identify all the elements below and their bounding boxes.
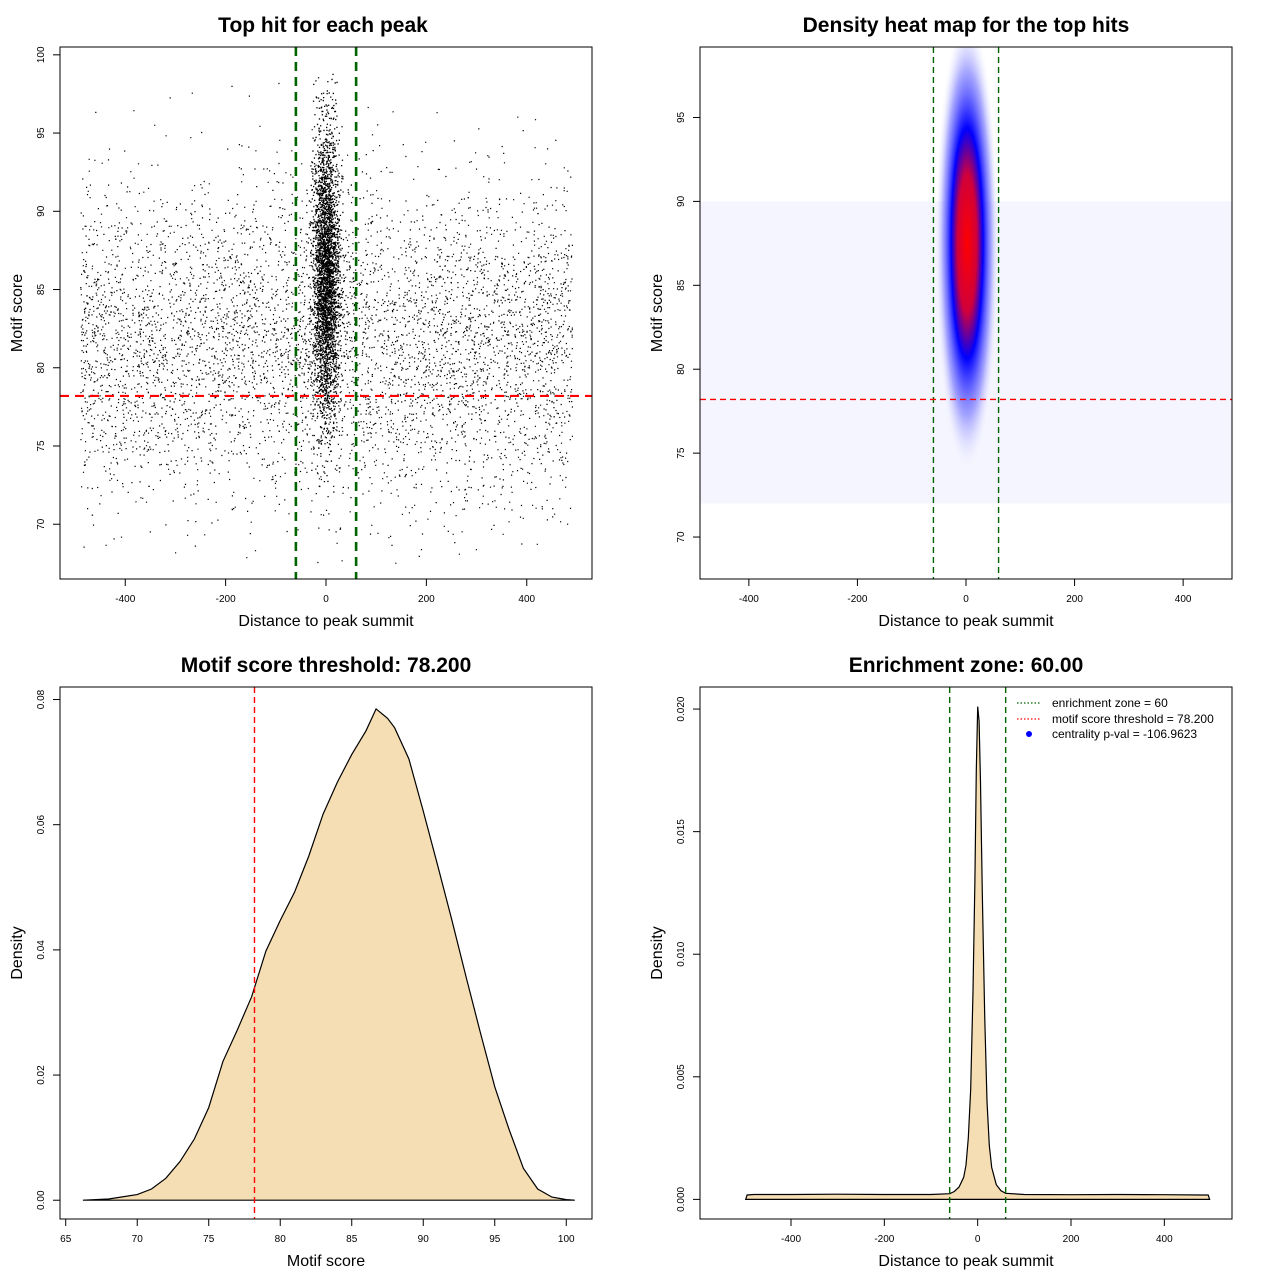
scatter-title: Top hit for each peak	[218, 14, 428, 37]
y-tick-label: 0.04	[36, 940, 47, 960]
legend-pval-label: centrality p-val = -106.9623	[1052, 727, 1197, 741]
legend-pval-point	[1026, 731, 1032, 737]
panel-score-density: Motif score threshold: 78.200 65 70 75 80 85…	[9, 654, 593, 1270]
scatter-point-cloud	[80, 73, 573, 564]
x-tick-label: 75	[203, 1234, 215, 1245]
y-tick-label: 0.020	[676, 696, 687, 721]
y-tick-label: 0.000	[676, 1186, 687, 1211]
scatter-points	[80, 73, 573, 564]
y-tick-label: 0.02	[36, 1065, 47, 1085]
x-tick-label: 0	[975, 1234, 981, 1245]
y-tick-label: 70	[36, 518, 47, 530]
x-tick-label: 400	[518, 594, 535, 605]
x-tick-label: 200	[1066, 594, 1083, 605]
y-tick-label: 90	[676, 195, 687, 207]
panel-heatmap: Density heat map for the top hits -400 -2…	[649, 14, 1233, 630]
x-tick-label: 200	[418, 594, 435, 605]
distance-density-x-axis: -400 -200 0 200 400	[781, 1218, 1173, 1245]
distance-density-x-label: Distance to peak summit	[878, 1253, 1054, 1270]
heatmap-reference-lines	[700, 47, 1232, 579]
heatmap-title: Density heat map for the top hits	[803, 14, 1130, 37]
legend-threshold-label: motif score threshold = 78.200	[1052, 712, 1214, 726]
distance-density-y-label: Density	[649, 926, 666, 979]
distance-density-plot-frame	[699, 686, 1233, 1220]
legend-enrichment-label: enrichment zone = 60	[1052, 696, 1168, 710]
x-tick-label: 200	[1063, 1234, 1080, 1245]
x-tick-label: 0	[323, 594, 329, 605]
y-tick-label: 80	[36, 362, 47, 374]
x-tick-label: 85	[346, 1234, 358, 1245]
score-density-title: Motif score threshold: 78.200	[181, 654, 472, 677]
y-tick-label: 0.00	[36, 1190, 47, 1210]
heatmap-y-axis: 70 75 80 85 90 95	[676, 111, 701, 543]
y-tick-label: 80	[676, 363, 687, 375]
y-tick-label: 70	[676, 531, 687, 543]
scatter-x-label: Distance to peak summit	[238, 613, 414, 630]
x-tick-label: 70	[132, 1234, 144, 1245]
x-tick-label: 65	[60, 1234, 72, 1245]
score-density-area	[82, 707, 575, 1201]
scatter-y-label: Motif score	[9, 274, 26, 352]
heatmap-y-label: Motif score	[649, 274, 666, 352]
y-tick-label: 100	[36, 46, 47, 63]
heatmap-density-peak	[935, 47, 1000, 474]
scatter-reference-lines	[60, 47, 592, 579]
x-tick-label: 400	[1156, 1234, 1173, 1245]
x-tick-label: -200	[216, 594, 236, 605]
distance-density-title: Enrichment zone: 60.00	[849, 654, 1084, 677]
distance-density-area	[744, 706, 1211, 1200]
y-tick-label: 85	[676, 279, 687, 291]
x-tick-label: -400	[739, 594, 759, 605]
panel-distance-density: Enrichment zone: 60.00 -400 -200 0 200 400 0…	[649, 654, 1233, 1270]
panel-scatter: Top hit for each peak -400 -200 0 200 400 70…	[9, 14, 593, 630]
heatmap-density	[700, 47, 1232, 504]
x-tick-label: -400	[781, 1234, 801, 1245]
y-tick-label: 95	[676, 111, 687, 123]
distance-density-y-axis: 0.000 0.005 0.010 0.015 0.020	[676, 696, 701, 1212]
x-tick-label: 400	[1175, 594, 1192, 605]
x-tick-label: 0	[963, 594, 969, 605]
distance-density-zone-lines	[948, 687, 1007, 1219]
y-tick-label: 0.08	[36, 689, 47, 709]
y-tick-label: 85	[36, 284, 47, 296]
y-tick-label: 90	[36, 205, 47, 217]
x-tick-label: 80	[275, 1234, 287, 1245]
y-tick-label: 95	[36, 127, 47, 139]
scatter-y-axis: 70 75 80 85 90 95 100	[36, 46, 61, 530]
x-tick-label: 90	[418, 1234, 430, 1245]
heatmap-x-label: Distance to peak summit	[878, 613, 1054, 630]
y-tick-label: 0.06	[36, 815, 47, 835]
x-tick-label: -200	[874, 1234, 894, 1245]
y-tick-label: 0.005	[676, 1064, 687, 1089]
legend: enrichment zone = 60 motif score thresho…	[1017, 696, 1214, 741]
y-tick-label: 75	[676, 447, 687, 459]
y-tick-label: 0.010	[676, 941, 687, 966]
score-density-y-label: Density	[9, 926, 26, 979]
score-density-x-label: Motif score	[287, 1253, 365, 1270]
heatmap-x-axis: -400 -200 0 200 400	[739, 578, 1192, 605]
x-tick-label: -200	[847, 594, 867, 605]
x-tick-label: 100	[558, 1234, 575, 1245]
x-tick-label: -400	[115, 594, 135, 605]
score-density-x-axis: 65 70 75 80 85 90 95 100	[60, 1218, 575, 1245]
scatter-x-axis: -400 -200 0 200 400	[115, 578, 536, 605]
score-density-y-axis: 0.00 0.02 0.04 0.06 0.08	[36, 689, 61, 1210]
y-tick-label: 75	[36, 440, 47, 452]
y-tick-label: 0.015	[676, 819, 687, 844]
x-tick-label: 95	[489, 1234, 501, 1245]
